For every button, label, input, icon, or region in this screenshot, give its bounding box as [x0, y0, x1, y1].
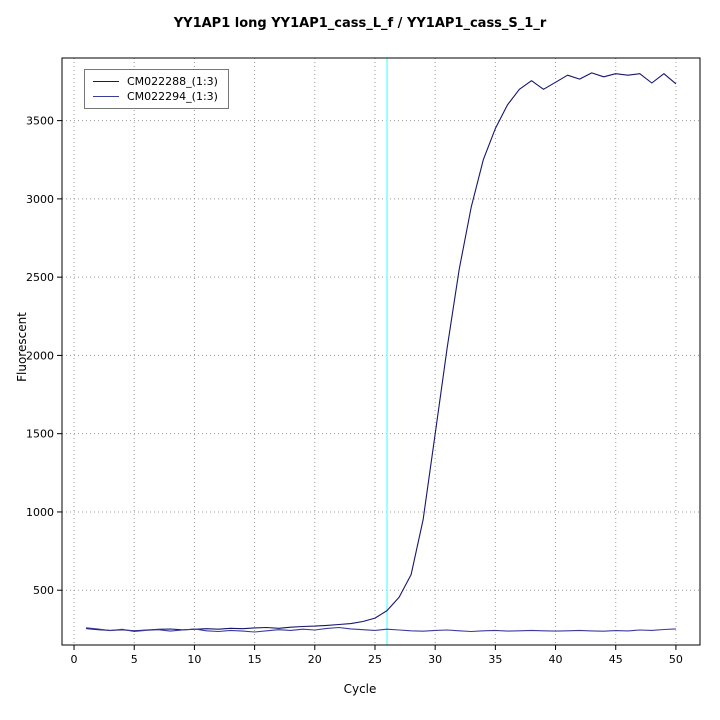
gridlines	[62, 58, 700, 645]
svg-text:1000: 1000	[26, 506, 54, 519]
svg-text:0: 0	[71, 653, 78, 666]
legend-item: CM022294_(1:3)	[93, 89, 218, 104]
legend-label: CM022294_(1:3)	[127, 90, 218, 103]
legend-item: CM022288_(1:3)	[93, 74, 218, 89]
svg-text:2000: 2000	[26, 349, 54, 362]
svg-text:35: 35	[488, 653, 502, 666]
svg-text:15: 15	[248, 653, 262, 666]
svg-text:1500: 1500	[26, 428, 54, 441]
svg-text:3000: 3000	[26, 193, 54, 206]
svg-text:2500: 2500	[26, 271, 54, 284]
legend-line-swatch	[93, 96, 119, 97]
svg-text:500: 500	[33, 584, 54, 597]
svg-text:10: 10	[187, 653, 201, 666]
svg-text:5: 5	[131, 653, 138, 666]
legend-line-swatch	[93, 81, 119, 82]
svg-text:3500: 3500	[26, 115, 54, 128]
legend-label: CM022288_(1:3)	[127, 75, 218, 88]
chart-title: YY1AP1 long YY1AP1_cass_L_f / YY1AP1_cas…	[173, 16, 547, 31]
svg-text:45: 45	[609, 653, 623, 666]
x-axis-label: Cycle	[343, 682, 377, 696]
svg-text:25: 25	[368, 653, 382, 666]
svg-text:20: 20	[308, 653, 322, 666]
legend: CM022288_(1:3) CM022294_(1:3)	[84, 69, 229, 109]
axes-and-ticks: 0 5 10 15 20 25 30 35 40 45 50 500 1000 1500 2000 2500 3…	[26, 57, 701, 666]
svg-text:50: 50	[669, 653, 683, 666]
svg-text:40: 40	[549, 653, 563, 666]
svg-text:30: 30	[428, 653, 442, 666]
data-series-lines	[86, 72, 677, 633]
